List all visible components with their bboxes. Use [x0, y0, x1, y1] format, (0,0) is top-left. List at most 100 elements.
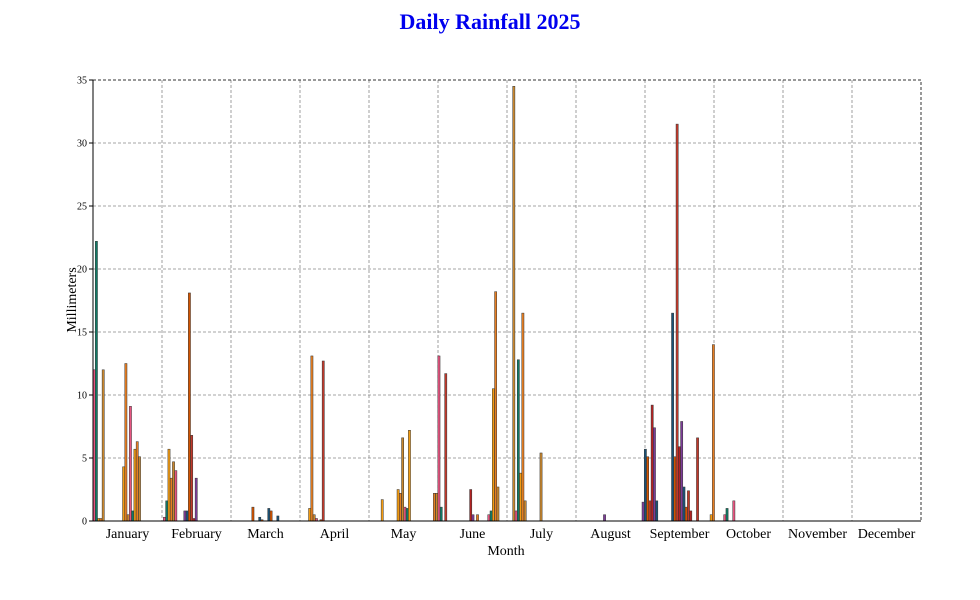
rain-bar [399, 493, 402, 522]
rain-bar [641, 501, 645, 522]
month-label: November [788, 527, 847, 542]
rain-bar [521, 312, 525, 522]
rain-bar [644, 448, 647, 522]
rain-bar [444, 373, 448, 522]
rain-bar [439, 506, 443, 522]
rain-bar [687, 490, 690, 522]
bar-series [92, 86, 736, 522]
month-label: December [858, 527, 916, 542]
x-axis-label: Month [487, 544, 524, 559]
rain-bar [712, 344, 715, 522]
rain-bar [194, 477, 198, 522]
y-tick-label: 25 [77, 202, 87, 213]
rain-bar [165, 500, 169, 522]
rain-bar [174, 470, 178, 522]
rain-bar [732, 500, 736, 522]
rain-bar [129, 406, 132, 522]
month-label: March [247, 527, 284, 542]
month-label: May [391, 527, 417, 542]
rain-bar [519, 472, 522, 522]
month-label: October [726, 527, 771, 542]
rain-bar [133, 448, 137, 522]
rain-bar [469, 489, 473, 522]
rain-bar [514, 510, 518, 522]
rain-bar [269, 510, 273, 522]
rain-bar [492, 388, 495, 522]
y-tick-labels: 0 5 10 15 20 25 30 35 [77, 76, 93, 528]
rain-bar [276, 515, 280, 522]
rain-bar [122, 466, 125, 522]
rain-bar [476, 514, 479, 522]
month-label: January [106, 527, 150, 542]
month-label: July [530, 527, 553, 542]
y-tick-label: 35 [77, 76, 87, 87]
rain-bar [308, 508, 311, 522]
rain-bar [188, 292, 191, 522]
month-label: June [460, 527, 486, 542]
month-label: September [650, 527, 710, 542]
rain-bar [603, 514, 606, 522]
rain-bar [135, 441, 139, 522]
rain-bar [167, 448, 171, 522]
rain-bar [433, 493, 436, 522]
rain-bar [539, 452, 543, 522]
rain-bar [648, 500, 652, 522]
rain-bar [131, 510, 135, 522]
rain-bar [646, 456, 649, 522]
rain-bar [696, 437, 699, 522]
rain-bar [380, 499, 384, 522]
chart-title: Daily Rainfall 2025 [400, 9, 581, 34]
rain-bar [487, 514, 491, 522]
rain-bar [396, 489, 400, 522]
y-tick-label: 0 [82, 517, 87, 528]
rain-bar [163, 516, 166, 522]
rain-bar [709, 514, 713, 522]
rain-bar [723, 514, 727, 522]
rain-bar [172, 461, 175, 522]
rain-bar [650, 404, 654, 522]
rain-bar [437, 355, 441, 522]
rain-bar [185, 510, 189, 522]
y-tick-label: 5 [82, 454, 87, 465]
rain-bar [405, 508, 409, 522]
y-axis-label: Millimeters [65, 267, 80, 332]
y-tick-label: 15 [77, 328, 87, 339]
rain-bar [258, 516, 262, 522]
rain-bar [126, 514, 130, 522]
rain-bar [689, 510, 693, 522]
rain-bar [251, 506, 255, 522]
rain-bar [190, 435, 194, 522]
axes [92, 80, 921, 522]
rain-bar [671, 312, 674, 522]
rain-bar [523, 500, 527, 522]
rain-bar [95, 241, 98, 522]
rain-bar [496, 486, 500, 522]
y-tick-label: 20 [77, 265, 87, 276]
rain-bar [653, 427, 656, 522]
rain-bar [183, 510, 187, 522]
y-tick-label: 10 [77, 391, 87, 402]
rain-bar [408, 430, 411, 522]
rain-bar [675, 123, 679, 522]
rain-bar [725, 508, 729, 522]
rain-bar [310, 355, 314, 522]
rain-bar [124, 363, 128, 522]
grid-lines [92, 79, 922, 522]
month-label: August [590, 527, 631, 542]
rain-bar [321, 360, 325, 522]
rain-bar [516, 359, 520, 522]
rain-bar [403, 506, 407, 522]
rain-bar [682, 486, 686, 522]
month-label: April [320, 527, 350, 542]
rain-bar [494, 291, 498, 522]
rain-bar [684, 506, 688, 522]
rain-bar [138, 456, 141, 522]
rain-bar [680, 421, 684, 522]
month-label: February [171, 527, 222, 542]
rain-bar [312, 514, 316, 522]
rain-bar [512, 86, 516, 522]
rain-bar [489, 510, 493, 522]
rain-bar [655, 500, 659, 522]
y-tick-label: 30 [77, 139, 87, 150]
